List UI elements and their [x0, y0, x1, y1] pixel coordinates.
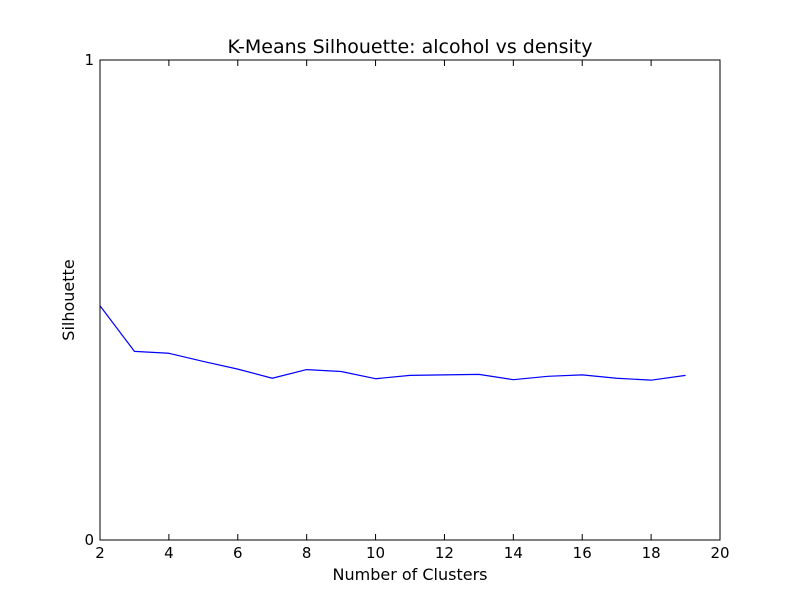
x-tick-label: 12 [435, 544, 454, 562]
x-tick-label: 2 [95, 544, 105, 562]
y-tick-label: 1 [84, 51, 94, 69]
silhouette-line [99, 305, 686, 381]
y-axis-ticks: 01 [84, 51, 720, 549]
x-tick-label: 10 [366, 544, 385, 562]
y-axis-label: Silhouette [59, 259, 78, 340]
y-tick-label: 0 [84, 531, 94, 549]
x-tick-label: 20 [710, 544, 729, 562]
x-axis-label: Number of Clusters [333, 565, 488, 584]
plot-area [99, 59, 721, 541]
x-tick-label: 8 [302, 544, 312, 562]
x-tick-label: 6 [233, 544, 243, 562]
x-axis-ticks: 2 4 6 8 10 12 14 16 18 20 [95, 60, 730, 562]
x-tick-label: 14 [504, 544, 523, 562]
plot-background [100, 60, 720, 540]
x-tick-label: 16 [573, 544, 592, 562]
chart-title: K-Means Silhouette: alcohol vs density [228, 36, 593, 58]
x-tick-label: 4 [164, 544, 174, 562]
x-tick-label: 18 [642, 544, 661, 562]
series-layer [99, 305, 686, 381]
plot-frame [99, 59, 721, 541]
